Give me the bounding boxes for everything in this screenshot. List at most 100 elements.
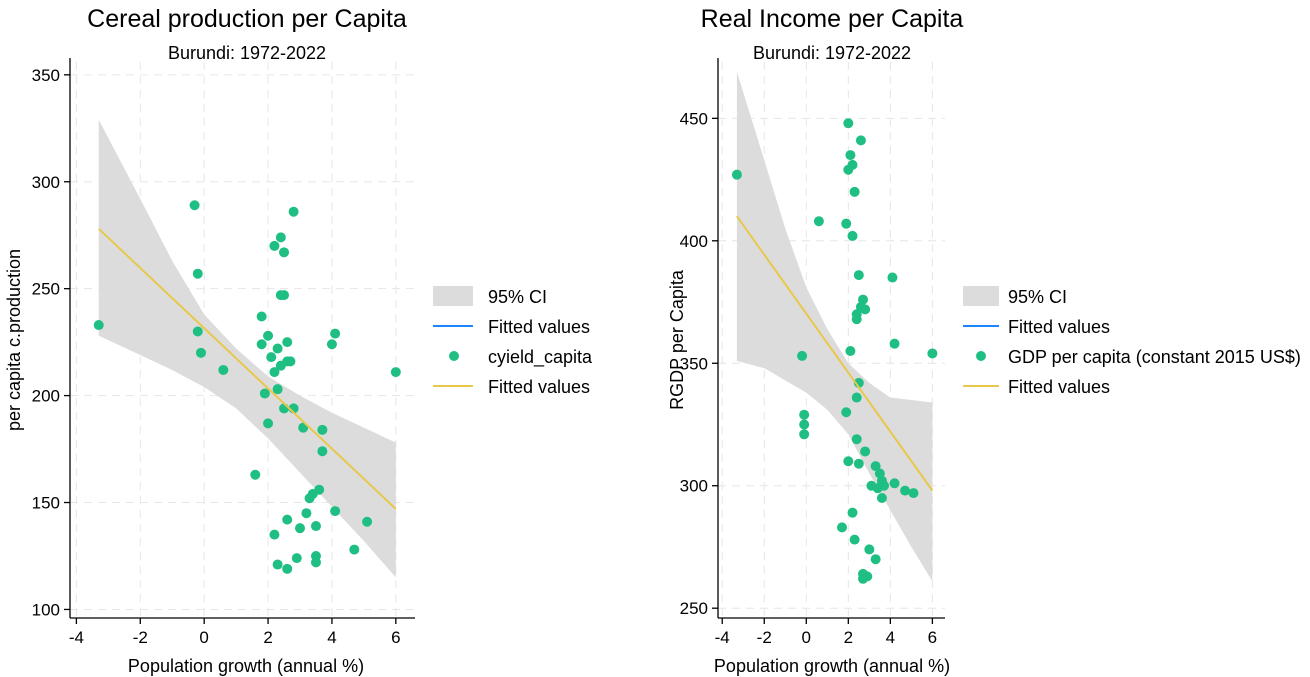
data-point <box>847 507 858 518</box>
data-point <box>310 521 321 532</box>
data-point <box>870 461 881 472</box>
data-point <box>855 135 866 146</box>
fitted-line <box>98 228 397 510</box>
data-point <box>269 529 280 540</box>
data-point <box>282 337 293 348</box>
data-point <box>326 339 337 350</box>
y-tick-label: 100 <box>32 600 60 619</box>
chart2-y-axis-label: RGDP per Capita <box>667 269 687 410</box>
legend1-fit-yellow-label: Fitted values <box>488 377 590 397</box>
legend2-ci-swatch <box>963 286 999 306</box>
data-point <box>317 424 328 435</box>
data-point <box>841 218 852 229</box>
data-point <box>841 407 852 418</box>
data-point <box>847 159 858 170</box>
data-point <box>813 216 824 227</box>
x-tick-label: 0 <box>802 628 811 647</box>
legend2-fit-blue-label: Fitted values <box>1008 317 1110 337</box>
data-point <box>275 232 286 243</box>
data-point <box>889 338 900 349</box>
y-tick-label: 200 <box>32 387 60 406</box>
data-point <box>876 492 887 503</box>
legend1-points-swatch <box>449 351 459 361</box>
data-point <box>282 514 293 525</box>
chart1-subtitle: Burundi: 1972-2022 <box>168 43 326 63</box>
ci-band <box>736 71 933 582</box>
data-point <box>864 544 875 555</box>
data-point <box>889 478 900 489</box>
data-point <box>797 350 808 361</box>
y-tick-label: 250 <box>680 599 708 618</box>
chart2-x-axis-label: Population growth (annual %) <box>714 656 950 676</box>
data-point <box>330 506 341 517</box>
y-tick-label: 350 <box>680 354 708 373</box>
data-point <box>860 304 871 315</box>
data-point <box>799 409 810 420</box>
data-point <box>272 384 283 395</box>
data-point <box>847 230 858 241</box>
legend2-points-swatch <box>976 351 986 361</box>
data-point <box>189 200 200 211</box>
data-point <box>279 290 290 301</box>
data-point <box>927 348 938 359</box>
legend2-points-label: GDP per capita (constant 2015 US$) <box>1008 347 1301 367</box>
chart1-x-axis-label: Population growth (annual %) <box>128 656 364 676</box>
data-point <box>799 419 810 430</box>
data-point <box>250 469 261 480</box>
data-point <box>269 240 280 251</box>
data-point <box>845 150 856 161</box>
data-point <box>862 571 873 582</box>
y-tick-label: 300 <box>680 477 708 496</box>
y-tick-label: 300 <box>32 173 60 192</box>
legend2-fit-yellow-label: Fitted values <box>1008 377 1110 397</box>
chart2-title: Real Income per Capita <box>701 5 964 33</box>
data-point <box>879 480 890 491</box>
data-point <box>272 559 283 570</box>
data-point <box>263 418 274 429</box>
data-point <box>851 434 862 445</box>
chart1-y-axis-label: per capita c.production <box>4 249 24 431</box>
data-point <box>272 343 283 354</box>
data-point <box>349 544 360 555</box>
data-point <box>887 272 898 283</box>
x-tick-label: 2 <box>263 628 272 647</box>
data-point <box>843 118 854 129</box>
y-tick-label: 400 <box>680 232 708 251</box>
data-point <box>310 557 321 568</box>
ci-band <box>98 119 396 578</box>
legend1-ci-swatch <box>433 286 473 306</box>
data-point <box>900 485 911 496</box>
data-point <box>192 268 203 279</box>
legend1-ci-label: 95% CI <box>488 287 547 307</box>
data-point <box>259 388 270 399</box>
chart2-legend: 95% CI Fitted values GDP per capita (con… <box>963 286 1301 397</box>
x-tick-label: -4 <box>715 628 730 647</box>
data-point <box>851 314 862 325</box>
data-point <box>195 347 206 358</box>
data-point <box>269 367 280 378</box>
data-point <box>317 446 328 457</box>
data-point <box>285 356 296 367</box>
data-point <box>218 364 229 375</box>
data-point <box>279 403 290 414</box>
data-point <box>853 458 864 469</box>
x-tick-label: 6 <box>928 628 937 647</box>
fitted-line <box>736 215 934 492</box>
data-point <box>860 446 871 457</box>
data-point <box>870 554 881 565</box>
data-point <box>390 367 401 378</box>
data-point <box>362 516 373 527</box>
data-point <box>291 553 302 564</box>
y-tick-label: 450 <box>680 109 708 128</box>
data-point <box>330 328 341 339</box>
data-point <box>849 534 860 545</box>
data-point <box>256 339 267 350</box>
data-point <box>263 330 274 341</box>
data-point <box>731 169 742 180</box>
y-tick-label: 350 <box>32 66 60 85</box>
y-tick-label: 250 <box>32 280 60 299</box>
chart1-title: Cereal production per Capita <box>87 5 407 33</box>
data-point <box>849 186 860 197</box>
legend1-points-label: cyield_capita <box>488 347 593 368</box>
